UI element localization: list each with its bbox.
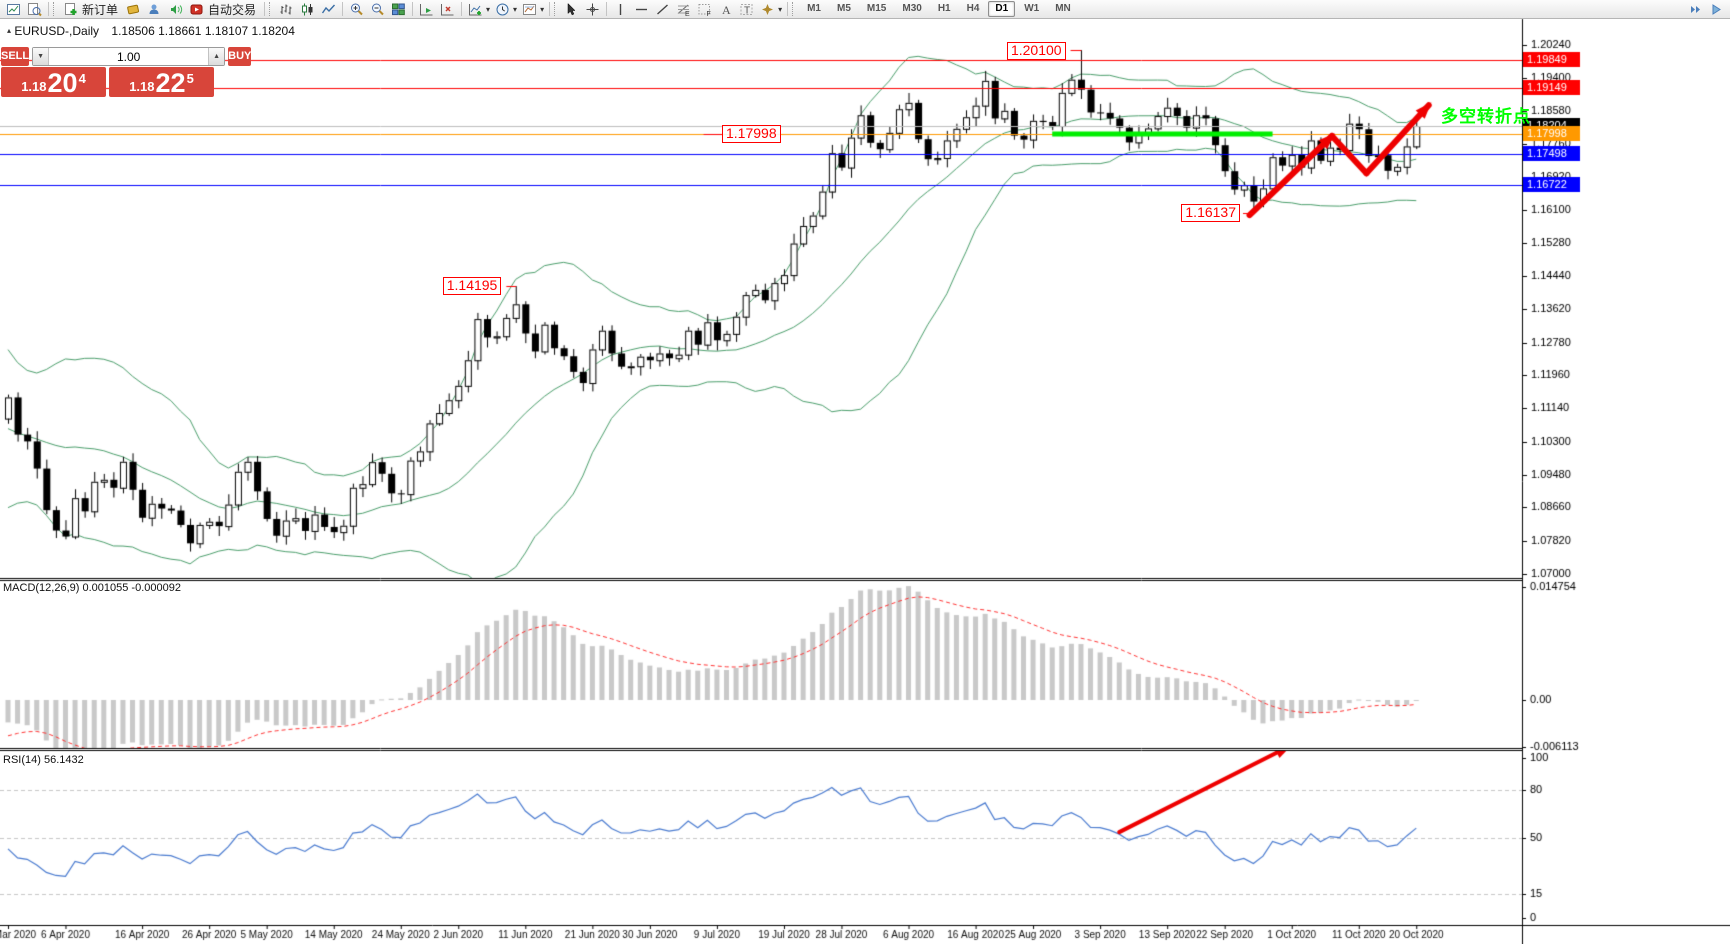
- buy-price-sup: 5: [186, 71, 194, 86]
- timeframe-m15[interactable]: M15: [866, 3, 887, 14]
- price-label-high[interactable]: 1.20100: [1006, 42, 1066, 60]
- new-order-button[interactable]: 新订单: [82, 2, 119, 17]
- timeframe-m5[interactable]: M5: [837, 3, 851, 14]
- sell-price-sup: 4: [78, 71, 86, 86]
- volume-stepper: ▼ ▲: [32, 47, 226, 66]
- crosshair-icon[interactable]: [582, 1, 603, 18]
- buy-button[interactable]: BUY: [228, 47, 252, 66]
- fibonacci-icon[interactable]: E: [673, 1, 694, 18]
- buy-price[interactable]: 1.18 22 5: [109, 67, 214, 97]
- buy-price-big: 22: [155, 68, 186, 98]
- periods-icon[interactable]: [492, 1, 513, 18]
- cursor-icon[interactable]: [561, 1, 582, 18]
- volume-down-button[interactable]: ▼: [33, 48, 50, 65]
- sell-price-big: 20: [47, 68, 78, 98]
- svg-text:A: A: [722, 3, 731, 17]
- chart-ohlc-values: 1.18506 1.18661 1.18107 1.18204: [111, 24, 295, 38]
- volume-input[interactable]: [49, 48, 209, 65]
- buy-price-prefix: 1.18: [129, 79, 155, 94]
- periods-caret-icon[interactable]: ▾: [513, 4, 518, 14]
- timeframe-h1[interactable]: H1: [937, 3, 951, 14]
- zoom-out-icon[interactable]: [367, 1, 388, 18]
- signals-icon[interactable]: [165, 1, 186, 18]
- new-order-icon[interactable]: [60, 1, 81, 18]
- toolbar: 新订单 自动交易 ▾ ▾ ▾ E F A T ▾ M1 M5 M15 M30 H…: [0, 0, 1730, 19]
- volume-up-button[interactable]: ▲: [208, 48, 225, 65]
- sell-button[interactable]: SELL: [1, 47, 30, 66]
- text-label-icon[interactable]: T: [736, 1, 757, 18]
- rsi-label: RSI(14) 56.1432: [3, 754, 84, 766]
- timeframe-mn[interactable]: MN: [1055, 3, 1071, 14]
- arrows-tool-icon[interactable]: [757, 1, 778, 18]
- sell-price-prefix: 1.18: [21, 79, 47, 94]
- svg-text:F: F: [707, 11, 711, 17]
- timeframe-m1[interactable]: M1: [807, 3, 821, 14]
- tile-windows-icon[interactable]: [388, 1, 409, 18]
- timeframe-m30[interactable]: M30: [902, 3, 922, 14]
- zoom-in-icon[interactable]: [346, 1, 367, 18]
- horizontal-line-icon[interactable]: [631, 1, 652, 18]
- timeframe-d1[interactable]: D1: [988, 1, 1016, 17]
- trendline-icon[interactable]: [652, 1, 673, 18]
- text-icon[interactable]: A: [715, 1, 736, 18]
- indicators-caret-icon[interactable]: ▾: [486, 4, 491, 14]
- scroll-to-end-icon[interactable]: [1685, 1, 1706, 18]
- chart-preview-icon[interactable]: [24, 1, 45, 18]
- auto-scroll-icon[interactable]: [416, 1, 437, 18]
- vertical-line-icon[interactable]: [610, 1, 631, 18]
- templates-icon[interactable]: [519, 1, 540, 18]
- fibo-grid-icon[interactable]: F: [694, 1, 715, 18]
- timeframe-h4[interactable]: H4: [966, 3, 980, 14]
- auto-trading-icon[interactable]: [186, 1, 207, 18]
- indicators-icon[interactable]: [465, 1, 486, 18]
- svg-text:E: E: [685, 11, 690, 17]
- templates-caret-icon[interactable]: ▾: [540, 4, 545, 14]
- macd-label: MACD(12,26,9) 0.001055 -0.000092: [3, 582, 181, 594]
- turning-point-text[interactable]: 多空转折点: [1441, 107, 1531, 126]
- bar-chart-mode-icon[interactable]: [276, 1, 297, 18]
- one-click-trading-panel: SELL ▼ ▲ BUY 1.18 20 4 1.18 22 5: [1, 47, 252, 97]
- new-chart-icon[interactable]: [3, 1, 24, 18]
- arrows-caret-icon[interactable]: ▾: [778, 4, 783, 14]
- history-center-icon[interactable]: [123, 1, 144, 18]
- price-label-level[interactable]: 1.17998: [722, 125, 781, 143]
- chart-title: ▴ EURUSD-,Daily 1.18506 1.18661 1.18107 …: [7, 24, 295, 38]
- chart-shift-icon[interactable]: [437, 1, 458, 18]
- collapse-triangle-icon: ▴: [7, 26, 12, 35]
- sell-price[interactable]: 1.18 20 4: [1, 67, 106, 97]
- auto-trading-button[interactable]: 自动交易: [208, 2, 257, 17]
- chart-symbol-period: EURUSD-,Daily: [14, 24, 100, 38]
- svg-text:T: T: [744, 5, 750, 16]
- timeframe-w1[interactable]: W1: [1024, 3, 1040, 14]
- price-label-june-high[interactable]: 1.14195: [442, 277, 502, 295]
- candlestick-mode-icon[interactable]: [297, 1, 318, 18]
- mql5-community-icon[interactable]: [144, 1, 165, 18]
- price-label-low[interactable]: 1.16137: [1181, 204, 1240, 222]
- line-chart-mode-icon[interactable]: [318, 1, 339, 18]
- chart-shift-marker-icon[interactable]: [1706, 1, 1727, 18]
